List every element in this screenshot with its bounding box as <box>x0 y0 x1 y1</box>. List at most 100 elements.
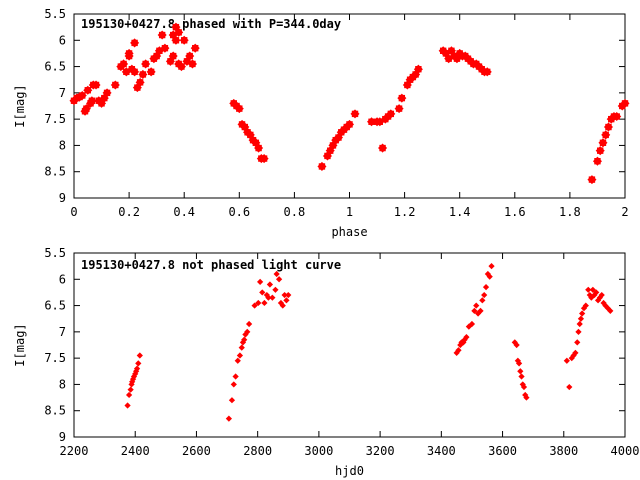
x-tick-label: 1.2 <box>394 205 416 219</box>
data-point <box>488 263 495 270</box>
y-tick-label: 9 <box>59 191 66 205</box>
plot-frame <box>73 13 626 199</box>
data-point-core <box>404 81 411 89</box>
data-point-core <box>445 55 452 62</box>
data-point-core <box>387 110 395 118</box>
x-axis-label: phase <box>331 225 367 239</box>
y-tick-label: 7.5 <box>44 112 66 126</box>
data-point <box>579 310 586 317</box>
x-tick-label: 0 <box>70 205 77 219</box>
plot-frame <box>73 252 626 438</box>
data-point-core <box>125 50 133 57</box>
data-point-core <box>183 58 191 65</box>
data-point-core <box>169 31 177 39</box>
data-point <box>477 307 484 314</box>
data-point <box>269 294 276 301</box>
data-point-core <box>241 123 249 131</box>
data-point <box>136 352 143 359</box>
data-point <box>257 278 264 286</box>
data-point-core <box>84 87 91 94</box>
data-point <box>566 383 573 391</box>
data-point-core <box>172 23 180 31</box>
data-point-core <box>335 134 342 141</box>
y-tick-label: 7.5 <box>44 351 66 365</box>
y-tick-label: 5.5 <box>44 246 66 260</box>
data-point-core <box>98 100 105 107</box>
data-point-core <box>318 163 326 170</box>
data-point-core <box>136 79 144 86</box>
y-tick-label: 8.5 <box>44 404 66 418</box>
x-tick-label: 0.8 <box>284 205 306 219</box>
data-point-core <box>605 123 612 131</box>
data-point-core <box>147 68 155 76</box>
data-point <box>520 383 528 391</box>
data-point-core <box>613 113 620 120</box>
data-point <box>238 344 245 351</box>
data-point <box>517 368 524 375</box>
data-point-core <box>588 176 596 183</box>
data-point <box>471 307 478 314</box>
data-point <box>575 328 582 335</box>
data-point-core <box>131 39 138 47</box>
x-tick-label: 2800 <box>243 444 272 458</box>
data-point-core <box>255 144 262 152</box>
data-point-core <box>329 142 337 149</box>
data-point <box>468 320 476 328</box>
data-point-core <box>484 68 491 76</box>
data-point <box>279 302 286 309</box>
data-point-core <box>376 118 384 125</box>
x-tick-label: 0.6 <box>228 205 250 219</box>
data-point <box>251 302 258 309</box>
data-point <box>124 402 131 409</box>
data-point-core <box>92 81 100 89</box>
x-tick-label: 1.8 <box>559 205 581 219</box>
data-point <box>463 334 470 341</box>
data-point-core <box>172 37 180 44</box>
data-point <box>244 328 251 335</box>
x-tick-label: 2400 <box>121 444 150 458</box>
data-point <box>576 320 583 328</box>
data-point <box>135 360 142 367</box>
data-point <box>283 297 290 304</box>
data-point-core <box>156 47 163 54</box>
x-tick-label: 4000 <box>611 444 640 458</box>
data-point <box>563 357 570 364</box>
data-point <box>225 415 233 422</box>
data-point <box>281 291 288 299</box>
data-point <box>241 336 248 343</box>
data-point-core <box>178 63 185 70</box>
data-point-core <box>88 97 96 104</box>
x-tick-label: 2200 <box>60 444 89 458</box>
x-tick-label: 3800 <box>549 444 578 458</box>
data-point-core <box>260 155 268 162</box>
y-axis-label: I[mag] <box>13 84 27 127</box>
data-point-core <box>142 60 149 68</box>
data-point <box>125 391 133 399</box>
data-point-core <box>139 71 147 78</box>
data-point-core <box>594 158 601 165</box>
data-point <box>479 297 486 304</box>
x-tick-label: 1.6 <box>504 205 526 219</box>
data-point <box>486 273 493 280</box>
data-point-core <box>324 152 331 160</box>
x-tick-label: 2 <box>621 205 628 219</box>
y-tick-label: 8.5 <box>44 165 66 179</box>
data-series <box>124 263 614 422</box>
data-point <box>275 276 283 283</box>
y-tick-label: 7 <box>59 325 66 339</box>
data-point <box>236 352 244 359</box>
x-tick-label: 3200 <box>366 444 395 458</box>
y-tick-label: 6.5 <box>44 299 66 313</box>
data-point <box>515 360 523 367</box>
data-point-core <box>83 105 90 112</box>
data-point-core <box>153 52 160 60</box>
y-tick-label: 8 <box>59 377 66 391</box>
data-point <box>481 291 488 299</box>
data-point-core <box>167 58 174 65</box>
data-point-core <box>175 29 182 36</box>
y-tick-label: 9 <box>59 430 66 444</box>
data-point <box>473 302 480 309</box>
data-point-core <box>379 144 386 152</box>
data-point-core <box>186 52 193 60</box>
